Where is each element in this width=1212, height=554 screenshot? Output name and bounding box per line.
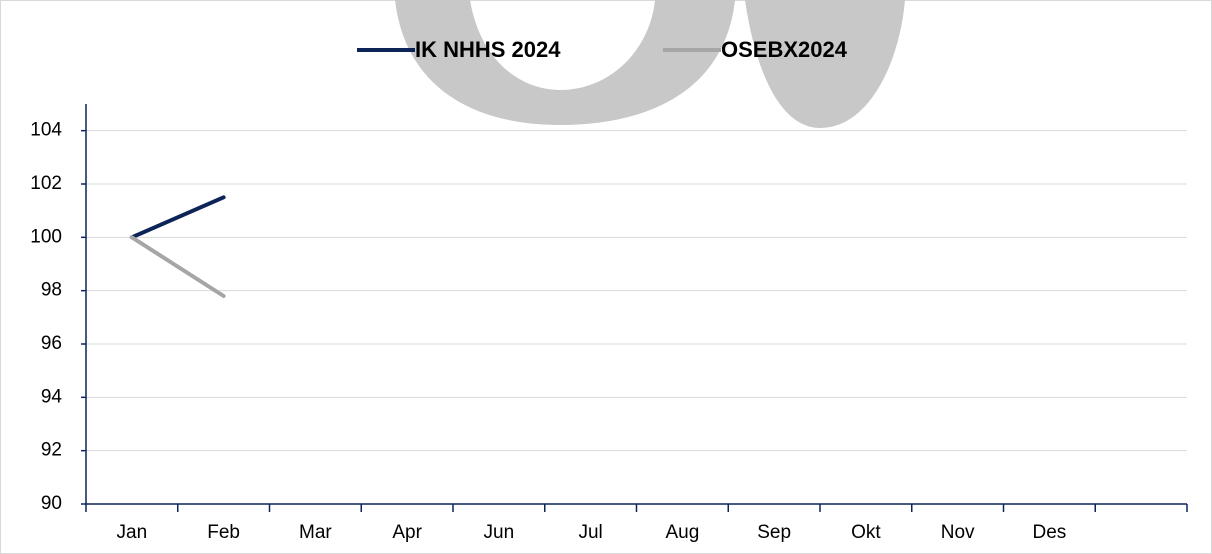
x-tick-label: Okt xyxy=(851,522,881,543)
series-line xyxy=(129,195,226,240)
legend-label: IK NHHS 2024 xyxy=(415,37,561,62)
y-tick-label: 92 xyxy=(41,440,62,461)
watermark xyxy=(395,0,905,128)
x-tick-label: Des xyxy=(1032,522,1066,543)
x-tick-label: Feb xyxy=(207,522,240,543)
x-tick-label: Jan xyxy=(117,522,148,543)
y-tick-label: 96 xyxy=(41,333,62,354)
x-tick-label: Apr xyxy=(392,522,422,543)
series-line xyxy=(129,235,226,298)
y-tick-label: 98 xyxy=(41,280,62,301)
x-tick-label: Aug xyxy=(665,522,699,543)
x-tick-label: Jul xyxy=(578,522,602,543)
x-tick-label: Sep xyxy=(757,522,791,543)
y-tick-label: 100 xyxy=(30,226,62,247)
y-tick-label: 94 xyxy=(41,386,63,407)
x-tick-label: Nov xyxy=(941,522,975,543)
x-tick-label: Mar xyxy=(299,522,332,543)
y-tick-label: 90 xyxy=(41,493,62,514)
legend-label: OSEBX2024 xyxy=(721,37,848,62)
x-tick-label: Jun xyxy=(484,522,515,543)
y-tick-label: 102 xyxy=(30,173,62,194)
y-tick-label: 104 xyxy=(30,120,62,141)
